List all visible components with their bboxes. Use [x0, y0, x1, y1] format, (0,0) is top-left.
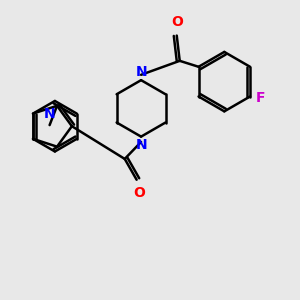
Text: O: O	[134, 186, 146, 200]
Text: N: N	[44, 107, 56, 121]
Text: O: O	[171, 15, 183, 29]
Text: N: N	[135, 65, 147, 79]
Text: F: F	[255, 91, 265, 105]
Text: N: N	[135, 138, 147, 152]
